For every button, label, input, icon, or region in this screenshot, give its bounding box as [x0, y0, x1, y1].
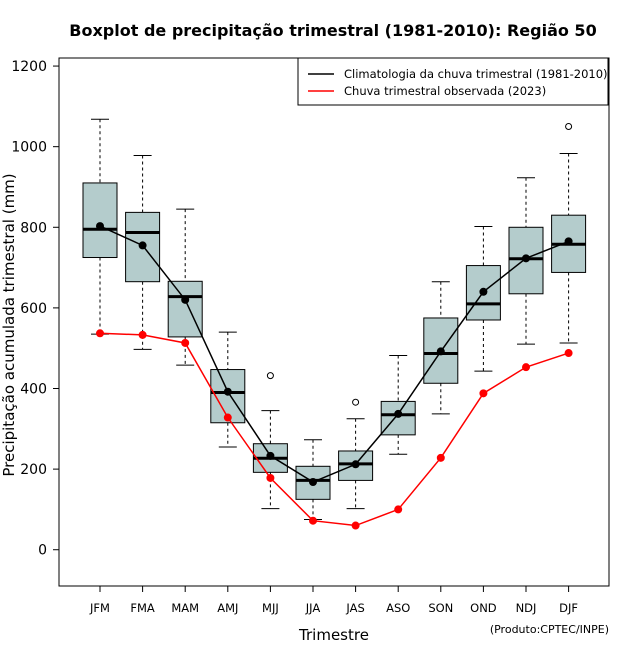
observed-point: [564, 349, 573, 358]
y-tick-label: 1200: [11, 59, 47, 75]
box-outlier-point: [266, 372, 274, 380]
x-tick-label: JJA: [305, 601, 321, 615]
y-tick-label: 200: [20, 462, 47, 478]
climatology-point: [181, 295, 190, 304]
plot-frame: [58, 57, 610, 587]
legend-climatology-label: Climatologia da chuva trimestral (1981-2…: [344, 67, 608, 81]
legend-observed-label: Chuva trimestral observada (2023): [344, 84, 546, 98]
observed-point: [181, 338, 190, 347]
climatology-point: [522, 254, 530, 263]
climatology-point: [223, 387, 232, 396]
x-tick-label: MJJ: [262, 601, 279, 615]
climatology-line: [99, 225, 569, 483]
observed-point: [138, 330, 147, 339]
x-tick-label: JAS: [345, 601, 364, 615]
climatology-point: [479, 287, 488, 296]
box-iqr: [82, 182, 118, 259]
climatology-point: [309, 478, 317, 487]
x-tick-label: NDJ: [516, 601, 537, 615]
observed-point: [479, 389, 488, 398]
x-tick-label: JFM: [89, 601, 110, 615]
y-tick-label: 1000: [11, 140, 47, 156]
observed-point: [394, 505, 403, 514]
x-tick-label: MAM: [171, 601, 199, 615]
credit-text: (Produto:CPTEC/INPE): [490, 623, 609, 636]
y-tick-label: 400: [20, 382, 47, 398]
x-tick-label: SON: [428, 601, 453, 615]
climatology-point: [394, 409, 403, 418]
y-tick-label: 0: [38, 543, 47, 559]
climatology-point: [96, 222, 104, 231]
climatology-point: [266, 451, 275, 460]
observed-point: [522, 363, 530, 372]
observed-point: [223, 413, 232, 422]
box-outlier-point: [565, 123, 573, 131]
x-tick-label: ASO: [386, 601, 410, 615]
box-outlier-point: [352, 398, 360, 406]
observed-line: [99, 332, 569, 527]
observed-point: [266, 473, 275, 482]
observed-point: [96, 329, 104, 338]
observed-point: [351, 521, 360, 530]
y-tick-label: 800: [20, 220, 47, 236]
x-axis-label: Trimestre: [298, 626, 369, 644]
chart-title: Boxplot de precipitação trimestral (1981…: [69, 21, 596, 40]
climatology-point: [138, 241, 147, 250]
climatology-point: [436, 347, 445, 356]
observed-point: [436, 453, 445, 462]
x-tick-label: AMJ: [217, 601, 238, 615]
climatology-point: [351, 460, 360, 469]
box-iqr: [167, 280, 203, 338]
x-tick-label: DJF: [559, 601, 578, 615]
y-tick-label: 600: [20, 301, 47, 317]
box-iqr: [380, 400, 416, 436]
climatology-point: [564, 237, 573, 246]
plot-area: 0 200 400 600 800 1000 1200 JFM FMA MAM AMJ MJJ JJA J…: [11, 57, 610, 615]
x-tick-label: OND: [470, 601, 497, 615]
observed-point: [309, 516, 317, 525]
x-tick-label: FMA: [130, 601, 155, 615]
legend: Climatologia da chuva trimestral (1981-2…: [297, 57, 609, 106]
y-axis-label: Precipitação acumulada trimestral (mm): [0, 173, 18, 476]
legend-box: [297, 57, 609, 106]
